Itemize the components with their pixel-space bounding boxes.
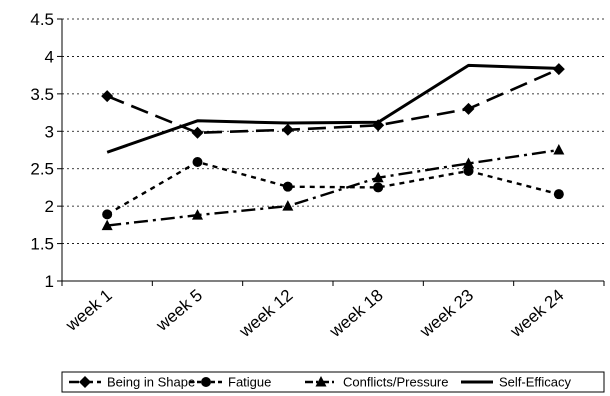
y-tick-label: 4	[45, 47, 54, 66]
data-point	[463, 165, 474, 176]
data-point	[463, 157, 474, 168]
x-tick-label: week 12	[235, 286, 296, 342]
y-tick-label: 1.5	[30, 235, 54, 254]
data-point	[281, 123, 294, 136]
x-tick-label: week 23	[416, 286, 477, 342]
data-point	[553, 144, 565, 155]
data-point	[282, 200, 294, 211]
y-axis-ticks: 1 1.5 2 2.5 3 3.5 4 4.5	[30, 10, 54, 291]
data-point	[372, 171, 384, 183]
data-point	[372, 119, 385, 132]
series-line-2	[107, 148, 560, 227]
legend-label: Fatigue	[228, 375, 271, 390]
x-tick-label: week 5	[152, 286, 206, 336]
legend-marker	[79, 376, 91, 388]
y-tick-label: 3	[45, 122, 54, 141]
legend-label: Being in Shape	[107, 375, 195, 390]
data-point	[373, 182, 384, 193]
series-line-3	[106, 63, 559, 154]
series-lines	[106, 63, 560, 227]
legend-marker	[201, 377, 211, 387]
data-point	[282, 181, 293, 192]
data-point	[192, 209, 203, 220]
data-point	[552, 63, 565, 76]
data-point	[192, 156, 203, 167]
legend-marker	[315, 376, 327, 387]
data-point	[101, 219, 113, 231]
gridlines	[62, 18, 604, 244]
legend: Being in Shape Fatigue Conflicts/Pressure S…	[61, 371, 605, 393]
series-line-1	[106, 160, 560, 216]
x-axis-ticks: week 1 week 5 week 12 week 18 week 23 week 24	[61, 286, 567, 342]
x-tick-label: week 24	[506, 286, 567, 342]
data-point	[191, 126, 204, 139]
data-point	[462, 102, 475, 115]
y-tick-label: 3.5	[30, 85, 54, 104]
axes	[57, 18, 605, 286]
data-point	[102, 209, 113, 220]
legend-label: Self-Efficacy	[499, 375, 572, 390]
data-point	[553, 189, 564, 200]
data-point	[101, 90, 114, 103]
x-tick-label: week 1	[61, 286, 115, 336]
series-markers	[101, 63, 565, 231]
legend-label: Conflicts/Pressure	[343, 375, 448, 390]
y-tick-label: 2.5	[30, 160, 54, 179]
y-tick-label: 1	[45, 272, 54, 291]
y-tick-label: 4.5	[30, 10, 54, 29]
y-tick-label: 2	[45, 197, 54, 216]
x-tick-label: week 18	[325, 286, 386, 342]
